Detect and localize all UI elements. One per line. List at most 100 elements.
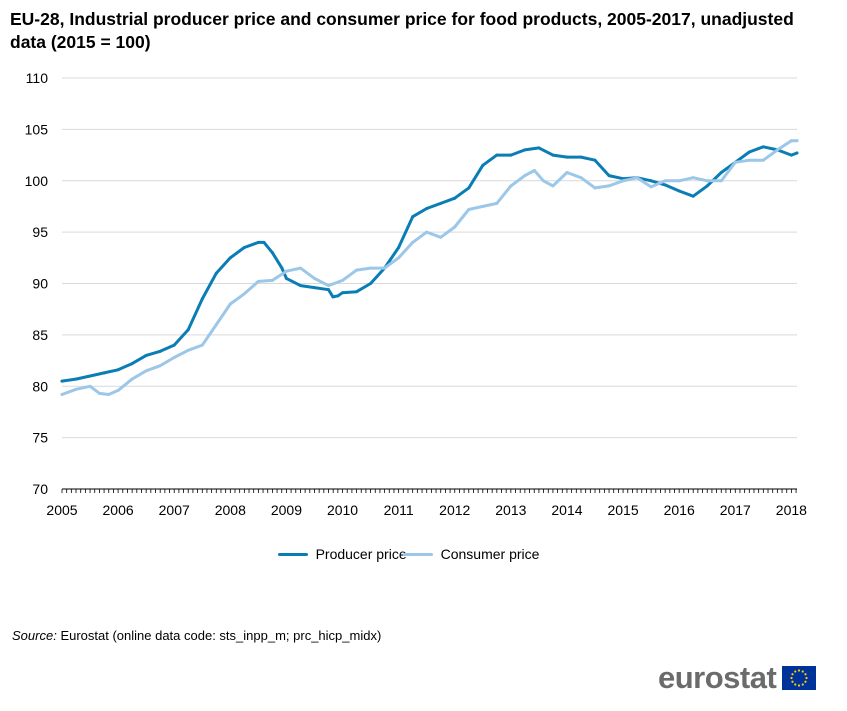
y-tick-label: 110 — [26, 70, 49, 86]
data-point — [621, 179, 625, 183]
x-tick-label: 2013 — [495, 502, 526, 518]
data-point — [116, 388, 120, 392]
data-point — [607, 174, 611, 178]
data-point — [158, 364, 162, 368]
data-point — [369, 266, 373, 270]
data-point — [228, 302, 232, 306]
flag-star — [801, 669, 805, 673]
data-point — [551, 153, 555, 157]
data-point — [341, 291, 345, 295]
data-point — [256, 279, 260, 283]
data-point — [579, 155, 583, 159]
data-point — [130, 362, 134, 366]
data-point — [186, 348, 190, 352]
data-point — [719, 171, 723, 175]
data-point — [509, 153, 513, 157]
source-label: Source: — [12, 628, 57, 643]
data-point — [453, 196, 457, 200]
data-point — [747, 150, 751, 154]
data-point — [186, 328, 190, 332]
data-point — [467, 208, 471, 212]
legend-label: Consumer price — [440, 546, 540, 562]
data-point — [649, 185, 653, 189]
data-point — [98, 391, 102, 395]
eurostat-logo: eurostat — [658, 662, 817, 693]
y-tick-label: 105 — [25, 121, 49, 137]
x-tick-label: 2008 — [215, 502, 246, 518]
data-point — [677, 189, 681, 193]
data-point — [312, 286, 316, 290]
data-point — [280, 266, 284, 270]
data-point — [284, 269, 288, 273]
data-point — [107, 392, 111, 396]
data-point — [327, 288, 331, 292]
x-tick-label: 2010 — [327, 502, 358, 518]
data-point — [116, 368, 120, 372]
data-point — [369, 282, 373, 285]
y-tick-label: 75 — [32, 430, 48, 446]
data-point — [144, 353, 148, 357]
data-point — [593, 158, 597, 162]
data-point — [481, 204, 485, 208]
data-point — [228, 256, 232, 260]
data-point — [336, 294, 340, 298]
data-point — [355, 290, 359, 294]
flag-star — [790, 676, 793, 679]
source-note: Source: Eurostat (online data code: sts_… — [12, 628, 381, 643]
data-point — [284, 276, 288, 280]
data-point — [775, 148, 779, 152]
flag-star — [798, 668, 801, 672]
data-point — [172, 343, 176, 347]
source-text: Eurostat (online data code: sts_inpp_m; … — [60, 628, 382, 643]
data-point — [425, 206, 429, 210]
data-point — [532, 168, 536, 172]
flag-star — [791, 680, 794, 683]
data-point — [705, 179, 709, 183]
series-line-producer-price — [60, 145, 799, 383]
y-tick-label: 95 — [32, 224, 48, 240]
data-point — [495, 201, 499, 205]
data-point — [593, 186, 597, 190]
data-point — [60, 392, 64, 396]
data-point — [523, 174, 527, 178]
data-point — [705, 184, 709, 188]
data-point — [312, 276, 316, 280]
data-point — [74, 377, 78, 381]
legend-swatch — [402, 552, 433, 556]
legend-swatch — [277, 552, 308, 556]
data-point — [88, 374, 92, 378]
data-point — [565, 171, 569, 175]
y-tick-label: 100 — [25, 173, 49, 189]
flag-star — [794, 669, 797, 673]
data-point — [298, 266, 302, 270]
x-tick-label: 2009 — [271, 502, 302, 518]
x-tick-label: 2007 — [159, 502, 190, 518]
data-point — [607, 184, 611, 188]
x-tick-label: 2017 — [720, 502, 751, 518]
eu-flag-icon — [782, 665, 817, 690]
data-point — [74, 387, 78, 391]
data-point — [691, 176, 695, 180]
data-point — [102, 371, 106, 375]
data-point — [761, 158, 765, 162]
flag-star — [801, 682, 805, 686]
data-point — [341, 278, 345, 282]
data-point — [383, 266, 387, 270]
data-point — [481, 163, 485, 167]
y-tick-label: 90 — [32, 276, 48, 292]
data-point — [242, 246, 246, 250]
gridlines — [62, 77, 797, 490]
data-point — [397, 256, 401, 260]
data-point — [331, 295, 335, 299]
data-point — [635, 176, 639, 180]
data-point — [733, 160, 737, 164]
data-point — [495, 153, 499, 157]
data-point — [200, 343, 204, 347]
data-point — [411, 240, 415, 244]
flag-star — [794, 682, 797, 686]
x-tick-label: 2006 — [103, 502, 134, 518]
x-tick-label: 2014 — [551, 502, 582, 518]
flag-star — [804, 680, 807, 683]
y-tick-label: 80 — [32, 378, 48, 394]
data-point — [789, 139, 793, 143]
